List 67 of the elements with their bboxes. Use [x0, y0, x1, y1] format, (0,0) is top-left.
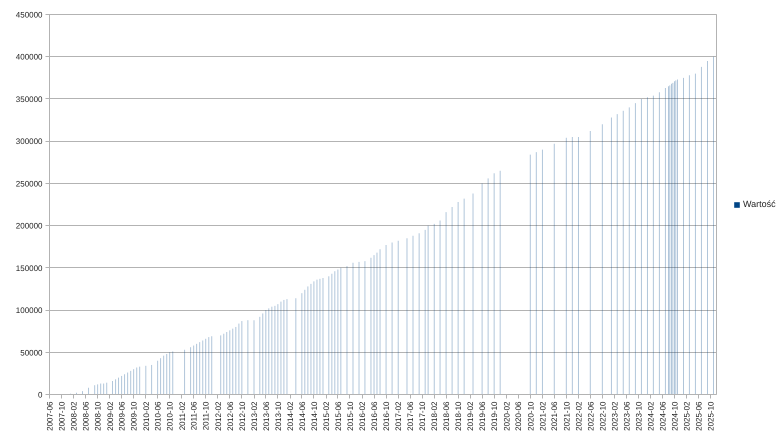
- x-tick-label: 2009-02: [106, 400, 115, 431]
- y-tick-label: 250000: [16, 179, 44, 188]
- x-tick-label: 2011-10: [202, 400, 211, 430]
- y-tick-label: 200000: [16, 222, 44, 231]
- x-tick-label: 2022-10: [598, 400, 608, 431]
- x-tick-label: 2012-06: [226, 400, 235, 431]
- legend-label: Wartość: [743, 199, 776, 209]
- x-tick-label: 2014-02: [286, 400, 296, 431]
- x-tick-label: 2008-02: [70, 400, 79, 431]
- x-tick-label: 2019-10: [490, 400, 500, 431]
- x-tick-label: 2009-10: [130, 400, 139, 431]
- x-tick-label: 2024-10: [670, 400, 680, 431]
- x-tick-label: 2015-02: [322, 400, 332, 431]
- x-tick-label: 2011-02: [178, 400, 187, 430]
- x-tick-label: 2017-10: [418, 400, 428, 431]
- x-tick-label: 2021-10: [562, 400, 572, 431]
- x-tick-label: 2014-10: [310, 400, 319, 431]
- x-tick-label: 2009-06: [118, 400, 127, 431]
- x-tick-label: 2012-02: [214, 400, 223, 431]
- x-tick-label: 2008-06: [82, 400, 91, 431]
- x-tick-label: 2013-06: [262, 400, 271, 431]
- x-tick-label: 2016-10: [382, 400, 392, 431]
- x-tick-label: 2021-02: [538, 400, 548, 431]
- x-tick-label: 2015-10: [346, 400, 355, 431]
- x-tick-label: 2014-06: [298, 400, 307, 431]
- x-tick-label: 2007-06: [46, 400, 54, 431]
- y-tick-label: 350000: [16, 94, 44, 104]
- x-tick-label: 2011-06: [190, 400, 199, 430]
- x-tick-label: 2020-02: [502, 400, 512, 431]
- x-tick-label: 2010-06: [154, 400, 163, 431]
- x-tick-label: 2020-10: [526, 400, 536, 431]
- x-tick-label: 2020-06: [514, 400, 524, 431]
- x-tick-label: 2010-02: [142, 400, 151, 431]
- x-tick-label: 2025-10: [706, 400, 716, 431]
- y-tick-label: 400000: [16, 52, 44, 62]
- y-tick-label: 450000: [16, 10, 44, 20]
- x-tick-label: 2022-02: [574, 400, 584, 431]
- x-tick-label: 2018-10: [454, 400, 464, 431]
- x-tick-label: 2010-10: [166, 400, 175, 431]
- x-tick-label: 2022-06: [586, 400, 596, 431]
- x-tick-label: 2019-06: [478, 400, 488, 431]
- x-tick-label: 2023-10: [634, 400, 644, 431]
- y-tick-label: 100000: [16, 306, 44, 316]
- x-tick-label: 2007-10: [58, 400, 67, 431]
- x-tick-label: 2018-06: [442, 400, 452, 431]
- x-tick-label: 2016-02: [358, 400, 368, 431]
- x-tick-label: 2025-06: [694, 400, 704, 431]
- y-tick-label: 150000: [16, 264, 44, 273]
- y-tick-label: 50000: [20, 348, 44, 358]
- x-tick-label: 2024-06: [658, 400, 668, 431]
- x-tick-label: 2016-06: [370, 400, 380, 431]
- x-tick-label: 2013-02: [250, 400, 259, 431]
- x-tick-label: 2013-10: [274, 400, 283, 431]
- x-tick-label: 2019-02: [466, 400, 476, 431]
- x-tick-label: 2008-10: [94, 400, 103, 431]
- x-tick-label: 2017-06: [406, 400, 416, 431]
- x-tick-label: 2015-06: [334, 400, 343, 431]
- x-tick-label: 2012-10: [238, 400, 247, 431]
- x-tick-label: 2025-02: [682, 400, 692, 431]
- x-tick-label: 2021-06: [550, 400, 560, 431]
- x-tick-label: 2017-02: [394, 400, 404, 431]
- y-tick-label: 300000: [16, 137, 44, 146]
- x-tick-label: 2018-02: [430, 400, 440, 431]
- x-tick-label: 2023-06: [622, 400, 632, 431]
- x-tick-label: 2023-02: [610, 400, 620, 431]
- x-tick-label: 2024-02: [646, 400, 656, 431]
- y-tick-label: 0: [38, 390, 44, 400]
